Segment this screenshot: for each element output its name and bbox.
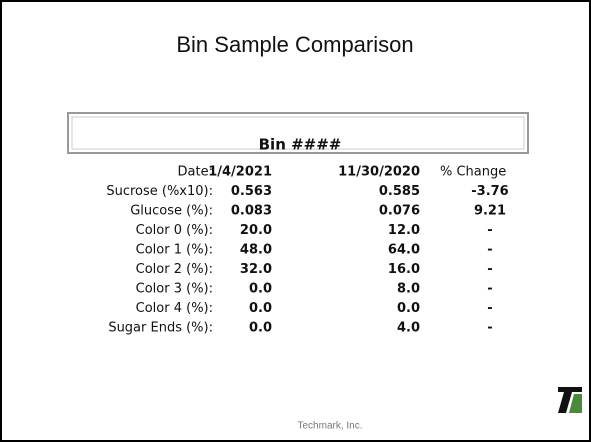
box-title: Bin #### (259, 136, 342, 154)
cell: 0.563 (231, 184, 272, 199)
cell: 64.0 (388, 243, 420, 258)
cell: - (487, 282, 492, 297)
cell: - (487, 321, 492, 336)
cell: - (487, 223, 492, 238)
cell: 48.0 (240, 243, 272, 258)
header-cell: 1/4/2021 (208, 165, 272, 180)
cell: -3.76 (471, 184, 508, 199)
row-label: Color 4 (%): (136, 301, 213, 316)
logo (558, 387, 582, 413)
table: Date:1/4/2021 11/30/2020 % Change Sucrose (… (106, 165, 508, 336)
cell: 32.0 (240, 262, 272, 277)
cell: 0.083 (231, 204, 272, 219)
cell: 16.0 (388, 262, 420, 277)
row-label: Color 1 (%): (136, 243, 213, 258)
row-label: Color 3 (%): (136, 282, 213, 297)
cell: 8.0 (397, 282, 420, 297)
cell: 0.585 (379, 184, 420, 199)
cell: 0.0 (397, 301, 420, 316)
logo-green (569, 394, 582, 413)
logo-dark (558, 387, 582, 413)
cell: 0.0 (249, 301, 272, 316)
row-label: Color 0 (%): (136, 223, 213, 238)
footer: Techmark, Inc. (297, 421, 362, 432)
header-cell: 11/30/2020 (338, 165, 420, 180)
row-label: Sucrose (%x10): (106, 184, 213, 199)
box-inner (71, 116, 525, 150)
cell: - (487, 262, 492, 277)
row-label: Sugar Ends (%): (108, 321, 213, 336)
cell: 0.0 (249, 321, 272, 336)
cell: 9.21 (474, 204, 506, 219)
header-cell: % Change (440, 165, 506, 180)
box-outer (67, 112, 529, 154)
cell: 12.0 (388, 223, 420, 238)
cell: 0.0 (249, 282, 272, 297)
cell: - (487, 301, 492, 316)
cell: 4.0 (397, 321, 420, 336)
slide-title: Bin Sample Comparison (176, 32, 413, 57)
cell: 0.076 (379, 204, 420, 219)
cell: - (487, 243, 492, 258)
row-label: Color 2 (%): (136, 262, 213, 277)
cell: 20.0 (240, 223, 272, 238)
header-cell: Date: (178, 165, 213, 180)
row-label: Glucose (%): (130, 204, 213, 219)
